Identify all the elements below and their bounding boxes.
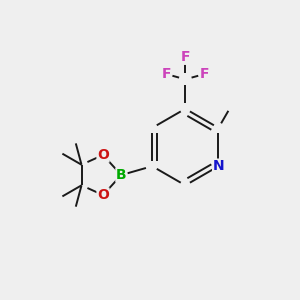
Text: B: B bbox=[116, 168, 127, 182]
Text: F: F bbox=[161, 67, 171, 81]
Text: O: O bbox=[97, 188, 109, 202]
Text: O: O bbox=[97, 148, 109, 162]
Text: F: F bbox=[200, 67, 209, 81]
Text: F: F bbox=[181, 50, 190, 64]
Text: N: N bbox=[213, 159, 224, 173]
